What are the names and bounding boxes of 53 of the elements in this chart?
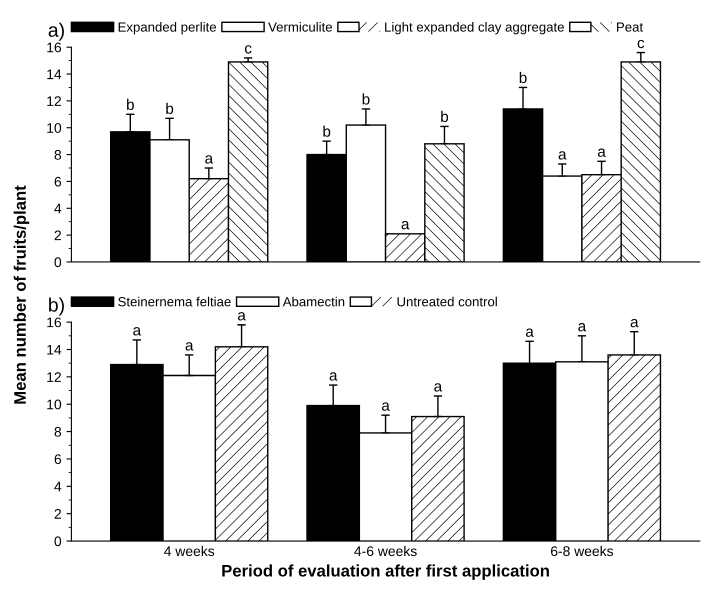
data-label: c xyxy=(244,45,252,54)
data-label: a xyxy=(382,402,390,411)
y-tick-label: 6 xyxy=(54,176,62,187)
y-tick-label: 0 xyxy=(54,536,62,546)
legend-label: Untreated control xyxy=(398,296,497,306)
data-label: a xyxy=(526,328,534,337)
y-tick-label: 10 xyxy=(47,400,62,410)
legend-label: Steinernema feltiae xyxy=(118,296,231,306)
data-label: b xyxy=(166,102,174,114)
data-label: a xyxy=(434,383,442,392)
data-label: a xyxy=(558,151,567,160)
y-tick-label: 14 xyxy=(47,70,62,80)
data-label: a xyxy=(402,221,410,230)
data-label: b xyxy=(441,110,448,122)
y-tick-label: 16 xyxy=(47,317,62,328)
data-label: b xyxy=(323,126,330,137)
data-label: a xyxy=(330,372,338,381)
y-tick-label: 14 xyxy=(47,344,62,355)
data-label: b xyxy=(520,72,527,84)
x-tick-label: 4-6 weeks xyxy=(354,546,417,556)
x-tick-label: 4 weeks xyxy=(164,546,214,556)
data-label: a xyxy=(598,148,606,157)
data-label: a xyxy=(630,318,639,328)
x-axis-title: Period of evaluation after first application xyxy=(222,564,549,580)
y-tick-label: 8 xyxy=(54,426,62,437)
y-tick-label: 6 xyxy=(54,454,62,464)
chart-title: a) xyxy=(48,22,64,41)
y-tick-label: 4 xyxy=(54,204,62,214)
data-label: a xyxy=(578,323,586,332)
y-tick-label: 2 xyxy=(54,509,61,519)
legend-label: Light expanded clay aggregate xyxy=(385,22,564,34)
y-tick-label: 4 xyxy=(54,482,62,492)
chart-title: b) xyxy=(49,297,64,316)
y-tick-label: 12 xyxy=(47,96,61,106)
legend-label: Vermiculite xyxy=(268,22,332,32)
y-tick-label: 8 xyxy=(54,150,62,160)
y-tick-label: 0 xyxy=(54,257,62,268)
y-tick-label: 16 xyxy=(47,42,62,52)
y-tick-label: 2 xyxy=(54,230,61,240)
legend-label: Expanded perlite xyxy=(118,22,216,34)
data-label: a xyxy=(186,342,194,351)
y-axis-title: Mean number of fruits/plant xyxy=(14,185,30,404)
legend-label: Abamectin xyxy=(282,296,344,306)
data-label: c xyxy=(638,40,644,48)
y-tick-label: 10 xyxy=(47,123,62,133)
data-label: a xyxy=(133,327,142,336)
data-label: b xyxy=(127,98,134,110)
legend-label: Peat xyxy=(617,22,643,32)
y-tick-label: 12 xyxy=(47,372,61,382)
data-label: b xyxy=(362,93,370,105)
x-tick-label: 6-8 weeks xyxy=(550,546,614,556)
data-label: a xyxy=(205,155,214,164)
data-label: a xyxy=(238,312,246,320)
